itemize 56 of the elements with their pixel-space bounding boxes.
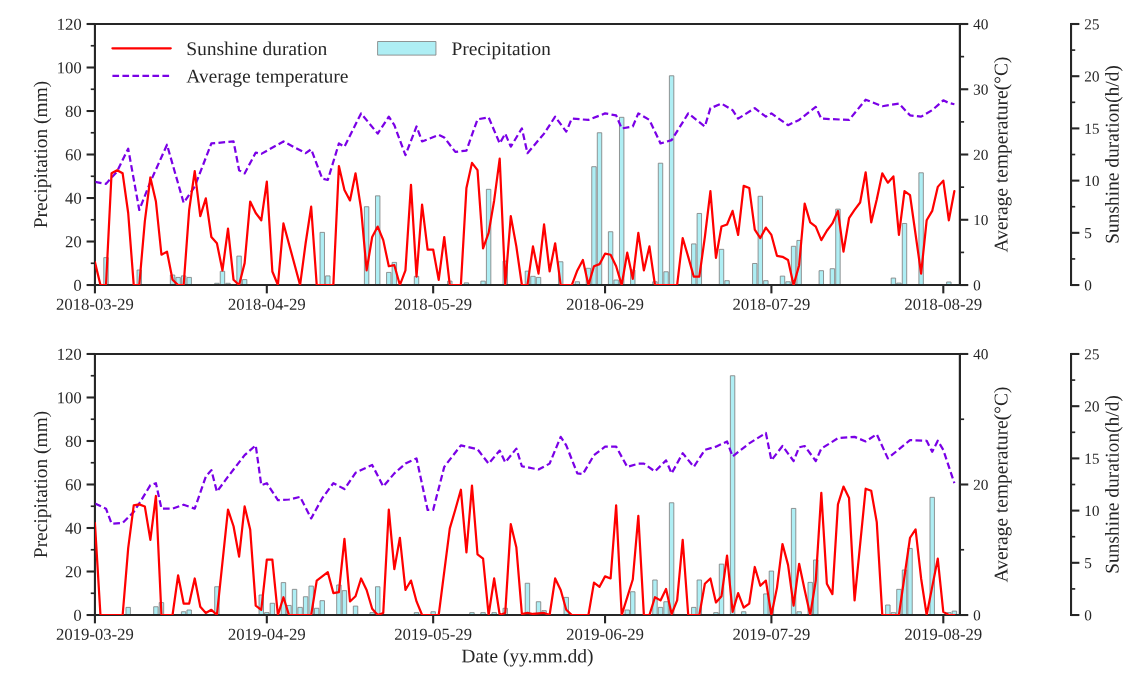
x-axis-title: Date (yy.mm.dd) [461,648,593,667]
y3-tick-label: 20 [1084,401,1099,412]
y3-tick-label: 10 [1085,505,1099,517]
y3-tick-label: 15 [1085,123,1099,134]
y-tick-label: 100 [58,392,82,404]
x-tick-label: 2019-05-29 [395,628,472,640]
y-tick-label: 60 [65,149,82,161]
y2-axis-title: Average temperature(°C) [993,57,1012,253]
y3-tick-label: 10 [1085,175,1099,187]
y-tick-label: 60 [65,479,82,491]
x-tick-label: 2019-04-29 [228,628,306,640]
y-axis-title: Precipitation (mm) [33,411,52,558]
y3-tick-label: 15 [1085,453,1099,464]
y2-tick-label: 30 [973,84,988,95]
y3-tick-label: 5 [1085,228,1092,239]
y2-tick-label: 20 [973,479,988,490]
y3-tick-label: 0 [1084,280,1092,291]
x-tick-label: 2018-04-29 [228,298,306,310]
legend-label: Sunshine duration [187,41,327,56]
x-tick-label: 2018-07-29 [733,298,810,310]
x-tick-label: 2019-08-29 [905,628,982,640]
y2-tick-label: 0 [973,280,981,291]
x-tick-label: 2019-03-29 [56,628,134,640]
y-tick-label: 80 [65,105,82,117]
y2-tick-label: 0 [973,610,981,621]
y2-axis-title: Average temperature(°C) [993,387,1012,583]
legend-label: Precipitation [452,42,551,60]
y-tick-label: 40 [65,522,82,534]
y-tick-label: 0 [74,609,82,621]
y-tick-label: 0 [74,279,82,291]
y3-axis-title: Sunshine duration(h/d) [1105,395,1123,573]
y3-axis-title: Sunshine duration(h/d) [1105,65,1123,243]
x-tick-label: 2019-06-29 [566,628,644,640]
x-tick-label: 2018-06-29 [566,298,644,310]
y3-tick-label: 25 [1084,349,1099,360]
y-tick-label: 120 [58,348,82,360]
x-tick-label: 2019-07-29 [733,628,810,640]
x-tick-label: 2018-05-29 [395,298,472,310]
x-tick-label: 2018-03-29 [56,298,134,310]
y2-tick-label: 40 [973,19,988,30]
y-tick-label: 20 [65,566,82,578]
y2-tick-label: 20 [973,149,988,160]
y-tick-label: 40 [65,192,82,204]
y2-tick-label: 10 [974,214,988,226]
y3-tick-label: 5 [1085,558,1092,569]
y-tick-label: 120 [58,18,82,30]
y-tick-label: 80 [65,435,82,447]
y3-tick-label: 20 [1084,71,1099,82]
y-tick-label: 20 [65,236,82,248]
y3-tick-label: 0 [1084,610,1092,621]
x-tick-label: 2018-08-29 [905,298,982,310]
y3-tick-label: 25 [1084,19,1099,30]
y-axis-title: Precipitation (mm) [33,81,52,228]
y-tick-label: 100 [58,62,82,74]
y2-tick-label: 40 [973,349,988,360]
legend-label: Average temperature [186,69,348,87]
